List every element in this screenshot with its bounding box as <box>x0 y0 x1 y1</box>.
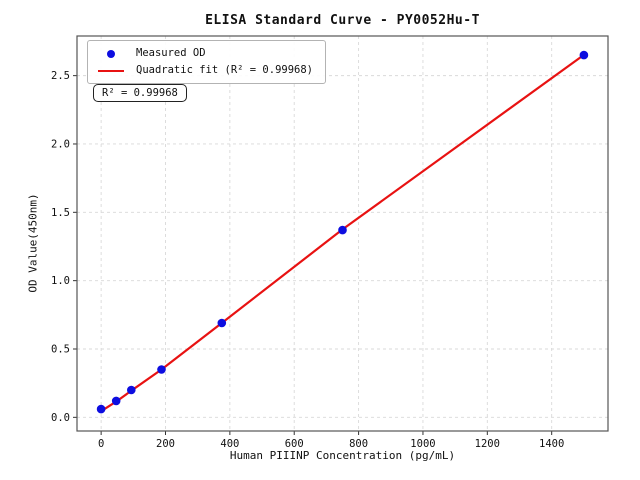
legend-label: Quadratic fit (R² = 0.99968) <box>136 64 314 76</box>
chart-title: ELISA Standard Curve - PY0052Hu-T <box>205 13 480 28</box>
data-point <box>96 404 106 414</box>
legend: Measured OD Quadratic fit (R² = 0.99968) <box>87 40 327 84</box>
scatter-marker-icon <box>107 49 115 58</box>
plot-border <box>76 35 609 432</box>
data-point <box>157 365 166 374</box>
legend-item-quadratic-fit: Quadratic fit (R² = 0.99968) <box>96 62 313 79</box>
x-axis-label: Human PIIINP Concentration (pg/mL) <box>229 449 456 462</box>
y-tick-label: 2.0 <box>51 138 70 150</box>
legend-marker <box>96 69 126 72</box>
data-point <box>111 396 121 406</box>
data-point <box>217 318 227 328</box>
x-tick-label: 800 <box>349 438 368 450</box>
y-tick-label: 1.5 <box>51 207 70 219</box>
x-tick-label: 400 <box>220 438 239 450</box>
x-tick-label: 600 <box>285 438 304 450</box>
x-tick-label: 1400 <box>539 438 564 450</box>
y-tick-label: 0.5 <box>51 343 70 355</box>
data-point <box>127 385 136 395</box>
x-tick-label: 1000 <box>410 438 435 450</box>
data-point <box>338 225 347 235</box>
x-tick-label: 1200 <box>475 438 500 450</box>
y-tick-label: 2.5 <box>51 70 70 82</box>
data-point <box>579 50 589 60</box>
legend-item-measured-od: Measured OD <box>96 45 313 62</box>
r-squared-annotation: R² = 0.99968 <box>93 84 187 102</box>
x-tick-label: 0 <box>98 438 104 450</box>
legend-label: Measured OD <box>136 47 206 59</box>
y-tick-label: 1.0 <box>51 275 70 287</box>
y-axis-label: OD Value(450nm) <box>26 193 40 293</box>
x-tick-label: 200 <box>156 438 175 450</box>
legend-marker <box>96 49 126 58</box>
y-tick-label: 0.0 <box>51 412 70 424</box>
line-marker-icon <box>98 69 124 72</box>
